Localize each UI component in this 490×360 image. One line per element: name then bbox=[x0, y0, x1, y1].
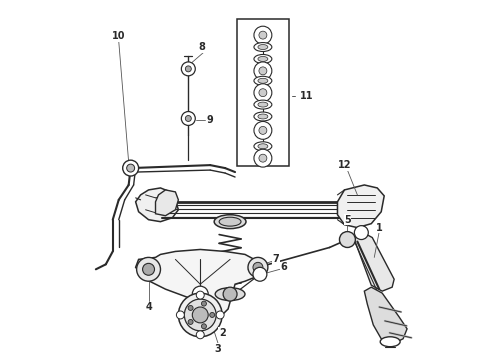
Circle shape bbox=[248, 257, 268, 277]
Circle shape bbox=[181, 62, 196, 76]
Circle shape bbox=[176, 311, 184, 319]
Text: 2: 2 bbox=[219, 328, 225, 338]
Ellipse shape bbox=[254, 54, 272, 63]
Ellipse shape bbox=[258, 45, 268, 50]
Text: 12: 12 bbox=[338, 160, 351, 170]
Circle shape bbox=[259, 126, 267, 134]
Circle shape bbox=[188, 306, 193, 310]
Polygon shape bbox=[338, 185, 384, 228]
Text: 8: 8 bbox=[199, 42, 206, 52]
Circle shape bbox=[181, 112, 196, 125]
Circle shape bbox=[210, 312, 215, 318]
Circle shape bbox=[259, 67, 267, 75]
Circle shape bbox=[340, 231, 355, 247]
Circle shape bbox=[259, 31, 267, 39]
Circle shape bbox=[143, 264, 154, 275]
Polygon shape bbox=[354, 231, 394, 291]
Ellipse shape bbox=[219, 217, 241, 226]
Polygon shape bbox=[365, 287, 407, 344]
Ellipse shape bbox=[258, 102, 268, 107]
Ellipse shape bbox=[254, 76, 272, 85]
Ellipse shape bbox=[258, 78, 268, 83]
Text: 5: 5 bbox=[344, 215, 351, 225]
Circle shape bbox=[253, 262, 263, 272]
Circle shape bbox=[356, 227, 367, 237]
Circle shape bbox=[122, 160, 139, 176]
Text: 3: 3 bbox=[215, 344, 221, 354]
Circle shape bbox=[254, 62, 272, 80]
Ellipse shape bbox=[254, 42, 272, 51]
Circle shape bbox=[223, 287, 237, 301]
Text: 10: 10 bbox=[112, 31, 125, 41]
Text: 1: 1 bbox=[376, 222, 383, 233]
Circle shape bbox=[196, 331, 204, 339]
Bar bbox=[237, 19, 289, 166]
Polygon shape bbox=[136, 188, 178, 222]
Circle shape bbox=[201, 301, 206, 306]
Ellipse shape bbox=[258, 114, 268, 119]
Ellipse shape bbox=[258, 144, 268, 149]
Circle shape bbox=[216, 311, 224, 319]
Polygon shape bbox=[155, 190, 178, 216]
Circle shape bbox=[254, 26, 272, 44]
Circle shape bbox=[192, 307, 208, 323]
Circle shape bbox=[254, 121, 272, 139]
Circle shape bbox=[185, 66, 191, 72]
Circle shape bbox=[254, 149, 272, 167]
Text: 4: 4 bbox=[145, 302, 152, 312]
Ellipse shape bbox=[254, 142, 272, 151]
Circle shape bbox=[354, 226, 368, 239]
Text: 6: 6 bbox=[280, 262, 287, 272]
Circle shape bbox=[185, 116, 191, 121]
Circle shape bbox=[253, 267, 267, 281]
Circle shape bbox=[127, 164, 135, 172]
Ellipse shape bbox=[254, 112, 272, 121]
Circle shape bbox=[259, 89, 267, 96]
Circle shape bbox=[196, 291, 204, 299]
Ellipse shape bbox=[380, 337, 400, 347]
Ellipse shape bbox=[215, 288, 245, 301]
Text: 7: 7 bbox=[272, 255, 279, 264]
Circle shape bbox=[184, 299, 216, 331]
Circle shape bbox=[137, 257, 161, 281]
Text: 9: 9 bbox=[207, 116, 214, 126]
Circle shape bbox=[192, 286, 208, 302]
Circle shape bbox=[201, 324, 206, 329]
Circle shape bbox=[188, 319, 193, 324]
Text: 11: 11 bbox=[300, 91, 313, 101]
Ellipse shape bbox=[258, 57, 268, 62]
Circle shape bbox=[254, 84, 272, 102]
Ellipse shape bbox=[254, 100, 272, 109]
Ellipse shape bbox=[214, 215, 246, 229]
Circle shape bbox=[259, 154, 267, 162]
Polygon shape bbox=[136, 249, 260, 319]
Circle shape bbox=[178, 293, 222, 337]
